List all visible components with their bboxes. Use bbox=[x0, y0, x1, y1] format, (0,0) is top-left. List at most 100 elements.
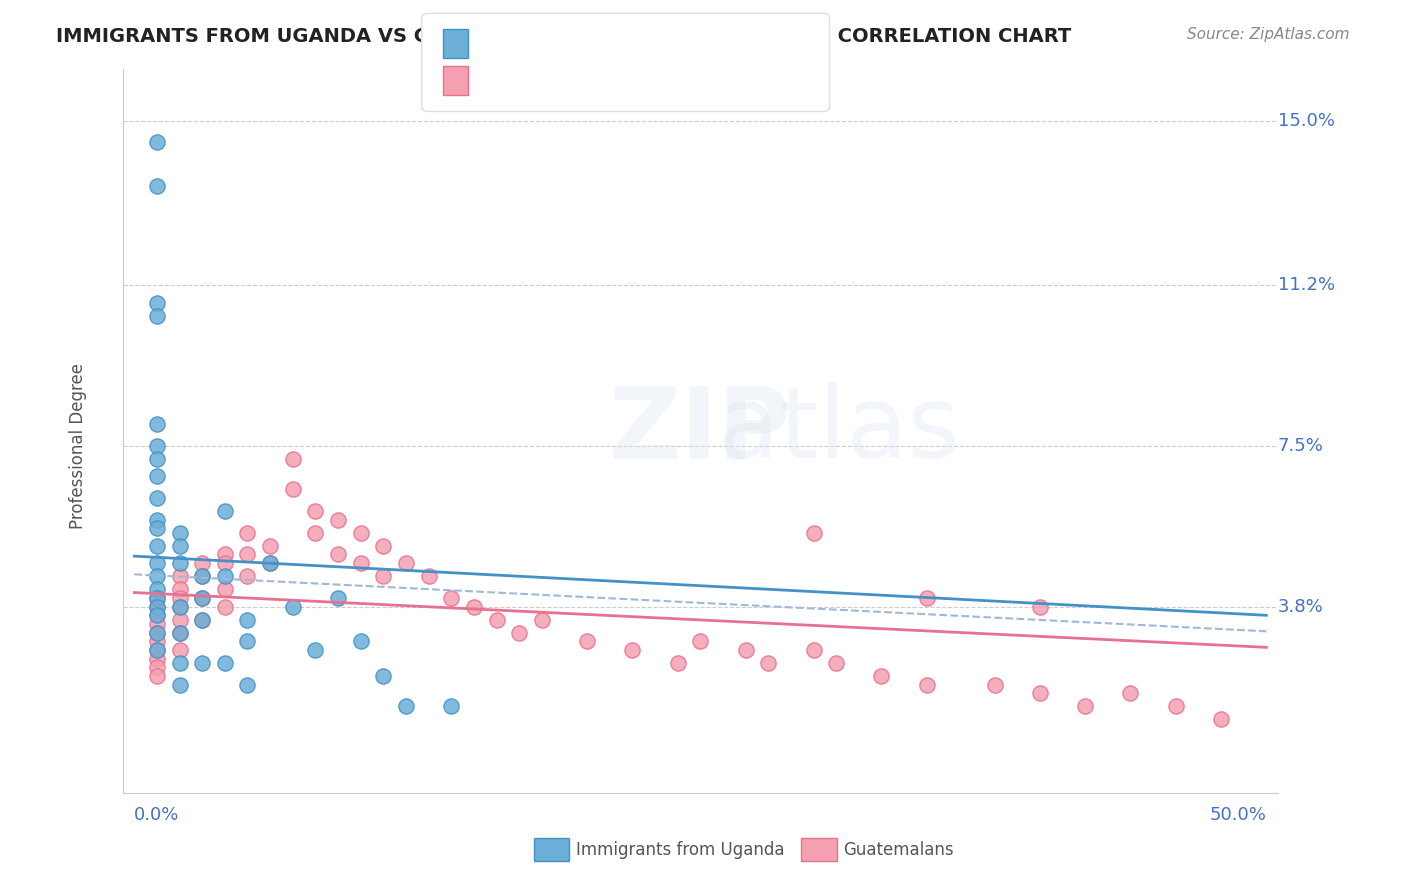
Point bbox=[485, 613, 508, 627]
Point bbox=[350, 525, 373, 540]
Point bbox=[169, 525, 191, 540]
Point bbox=[146, 295, 169, 310]
Point bbox=[373, 539, 395, 553]
Point bbox=[418, 569, 440, 583]
Point bbox=[146, 178, 169, 193]
Text: 3.8%: 3.8% bbox=[1278, 598, 1323, 615]
Point bbox=[803, 525, 825, 540]
Text: IMMIGRANTS FROM UGANDA VS GUATEMALAN PROFESSIONAL DEGREE CORRELATION CHART: IMMIGRANTS FROM UGANDA VS GUATEMALAN PRO… bbox=[56, 27, 1071, 45]
Point bbox=[915, 678, 938, 692]
Point bbox=[915, 591, 938, 605]
Point bbox=[373, 569, 395, 583]
Point bbox=[983, 678, 1005, 692]
Text: Source: ZipAtlas.com: Source: ZipAtlas.com bbox=[1187, 27, 1350, 42]
Text: 66: 66 bbox=[626, 71, 648, 89]
Point bbox=[146, 521, 169, 535]
Point bbox=[169, 613, 191, 627]
Point bbox=[146, 556, 169, 570]
Point bbox=[146, 582, 169, 597]
Text: N =: N = bbox=[591, 34, 627, 52]
Point bbox=[1029, 599, 1052, 614]
Point bbox=[281, 599, 304, 614]
Point bbox=[326, 513, 349, 527]
Point bbox=[621, 643, 644, 657]
Point bbox=[395, 556, 418, 570]
Point bbox=[756, 656, 779, 670]
Point bbox=[395, 699, 418, 714]
Point bbox=[191, 556, 214, 570]
Text: Professional Degree: Professional Degree bbox=[69, 363, 87, 529]
Point bbox=[373, 669, 395, 683]
Point bbox=[146, 569, 169, 583]
Point bbox=[146, 669, 169, 683]
Point bbox=[191, 569, 214, 583]
Point bbox=[191, 656, 214, 670]
Point bbox=[236, 613, 259, 627]
Point bbox=[304, 504, 326, 518]
Point bbox=[146, 643, 169, 657]
Point bbox=[146, 599, 169, 614]
Point bbox=[1074, 699, 1097, 714]
Point bbox=[146, 616, 169, 631]
Text: 15.0%: 15.0% bbox=[1278, 112, 1334, 129]
Point bbox=[146, 439, 169, 453]
Text: R =: R = bbox=[478, 34, 515, 52]
Point bbox=[146, 591, 169, 605]
Point bbox=[146, 491, 169, 505]
Point bbox=[666, 656, 689, 670]
Point bbox=[169, 656, 191, 670]
Point bbox=[169, 599, 191, 614]
Point bbox=[803, 643, 825, 657]
Point bbox=[214, 569, 236, 583]
Text: 50.0%: 50.0% bbox=[1209, 806, 1267, 824]
Point bbox=[440, 591, 463, 605]
Point bbox=[689, 634, 711, 648]
Point bbox=[169, 625, 191, 640]
Point bbox=[304, 525, 326, 540]
Point bbox=[191, 569, 214, 583]
Point bbox=[870, 669, 893, 683]
Text: -0.032: -0.032 bbox=[513, 34, 572, 52]
Point bbox=[146, 660, 169, 674]
Text: -0.273: -0.273 bbox=[513, 71, 572, 89]
Point bbox=[191, 591, 214, 605]
Point bbox=[1209, 712, 1232, 726]
Point bbox=[146, 625, 169, 640]
Point bbox=[463, 599, 485, 614]
Text: 45: 45 bbox=[626, 34, 648, 52]
Point bbox=[191, 591, 214, 605]
Text: Immigrants from Uganda: Immigrants from Uganda bbox=[576, 841, 785, 859]
Point bbox=[734, 643, 756, 657]
Point bbox=[146, 634, 169, 648]
Point bbox=[169, 556, 191, 570]
Point bbox=[191, 613, 214, 627]
Text: 11.2%: 11.2% bbox=[1278, 277, 1334, 294]
Point bbox=[236, 569, 259, 583]
Point bbox=[146, 452, 169, 467]
Point bbox=[236, 678, 259, 692]
Point bbox=[236, 525, 259, 540]
Text: atlas: atlas bbox=[718, 383, 960, 479]
Point bbox=[169, 678, 191, 692]
Point bbox=[214, 582, 236, 597]
Point bbox=[281, 483, 304, 497]
Point bbox=[169, 591, 191, 605]
Point bbox=[508, 625, 530, 640]
Point bbox=[169, 582, 191, 597]
Text: N =: N = bbox=[591, 71, 627, 89]
Point bbox=[1119, 686, 1142, 700]
Point bbox=[825, 656, 848, 670]
Point bbox=[326, 591, 349, 605]
Text: ZIP: ZIP bbox=[609, 383, 792, 479]
Point bbox=[146, 469, 169, 483]
Point bbox=[440, 699, 463, 714]
Point bbox=[350, 556, 373, 570]
Point bbox=[214, 556, 236, 570]
Point bbox=[304, 643, 326, 657]
Point bbox=[146, 599, 169, 614]
Point bbox=[169, 569, 191, 583]
Text: Guatemalans: Guatemalans bbox=[844, 841, 955, 859]
Point bbox=[146, 309, 169, 323]
Point bbox=[169, 599, 191, 614]
Point bbox=[214, 656, 236, 670]
